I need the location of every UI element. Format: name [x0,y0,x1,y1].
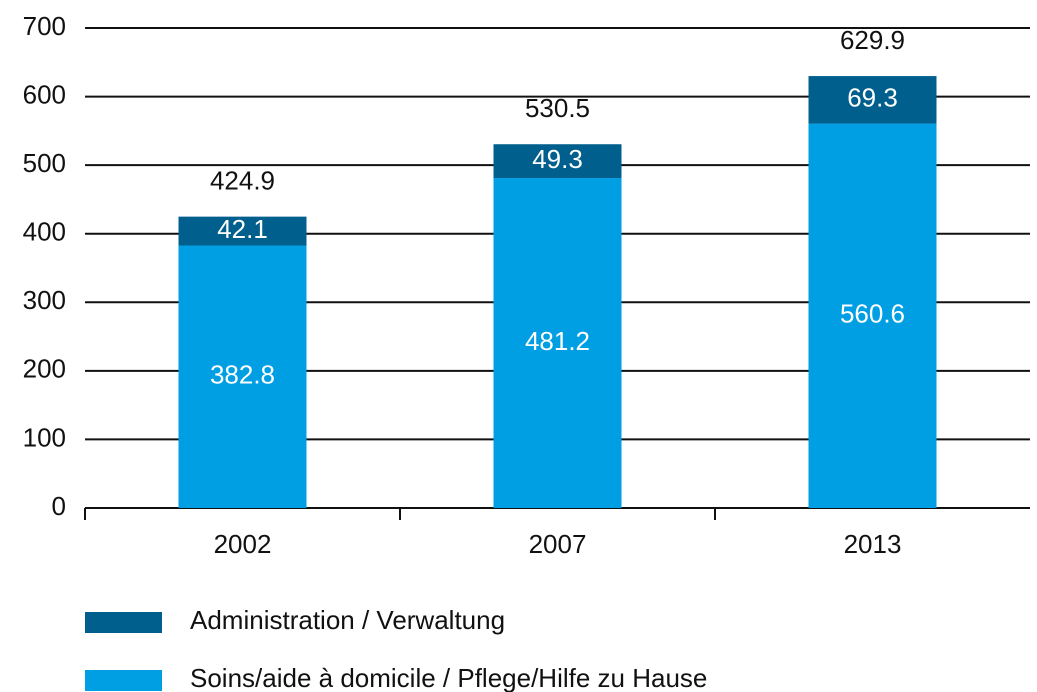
total-label: 424.9 [210,166,275,196]
bar-segment [808,123,937,509]
segment-label: 382.8 [210,360,275,390]
segment-label: 42.1 [217,214,268,244]
x-tick-label: 2002 [214,529,272,559]
legend-swatch [85,612,162,633]
y-tick-label: 200 [23,354,66,384]
y-tick-label: 600 [23,79,66,109]
y-tick-label: 400 [23,217,66,247]
y-tick-label: 700 [23,11,66,41]
bar-segment [178,245,307,508]
bar-segment [493,144,622,179]
segment-label: 560.6 [840,299,905,329]
segment-label: 481.2 [525,326,590,356]
y-tick-label: 300 [23,285,66,315]
bar-segment [808,76,937,124]
y-tick-label: 500 [23,148,66,178]
total-label: 530.5 [525,93,590,123]
total-label: 629.9 [840,25,905,55]
legend-label: Administration / Verwaltung [190,605,505,635]
x-tick-label: 2007 [529,529,587,559]
bar-segment [493,178,622,508]
legend-label: Soins/aide à domicile / Pflege/Hilfe zu … [190,663,707,692]
legend-swatch [85,670,162,691]
x-tick-label: 2013 [844,529,902,559]
segment-label: 69.3 [847,83,898,113]
segment-label: 49.3 [532,144,583,174]
y-tick-label: 100 [23,422,66,452]
y-tick-label: 0 [52,491,66,521]
bar-segment [178,216,307,246]
